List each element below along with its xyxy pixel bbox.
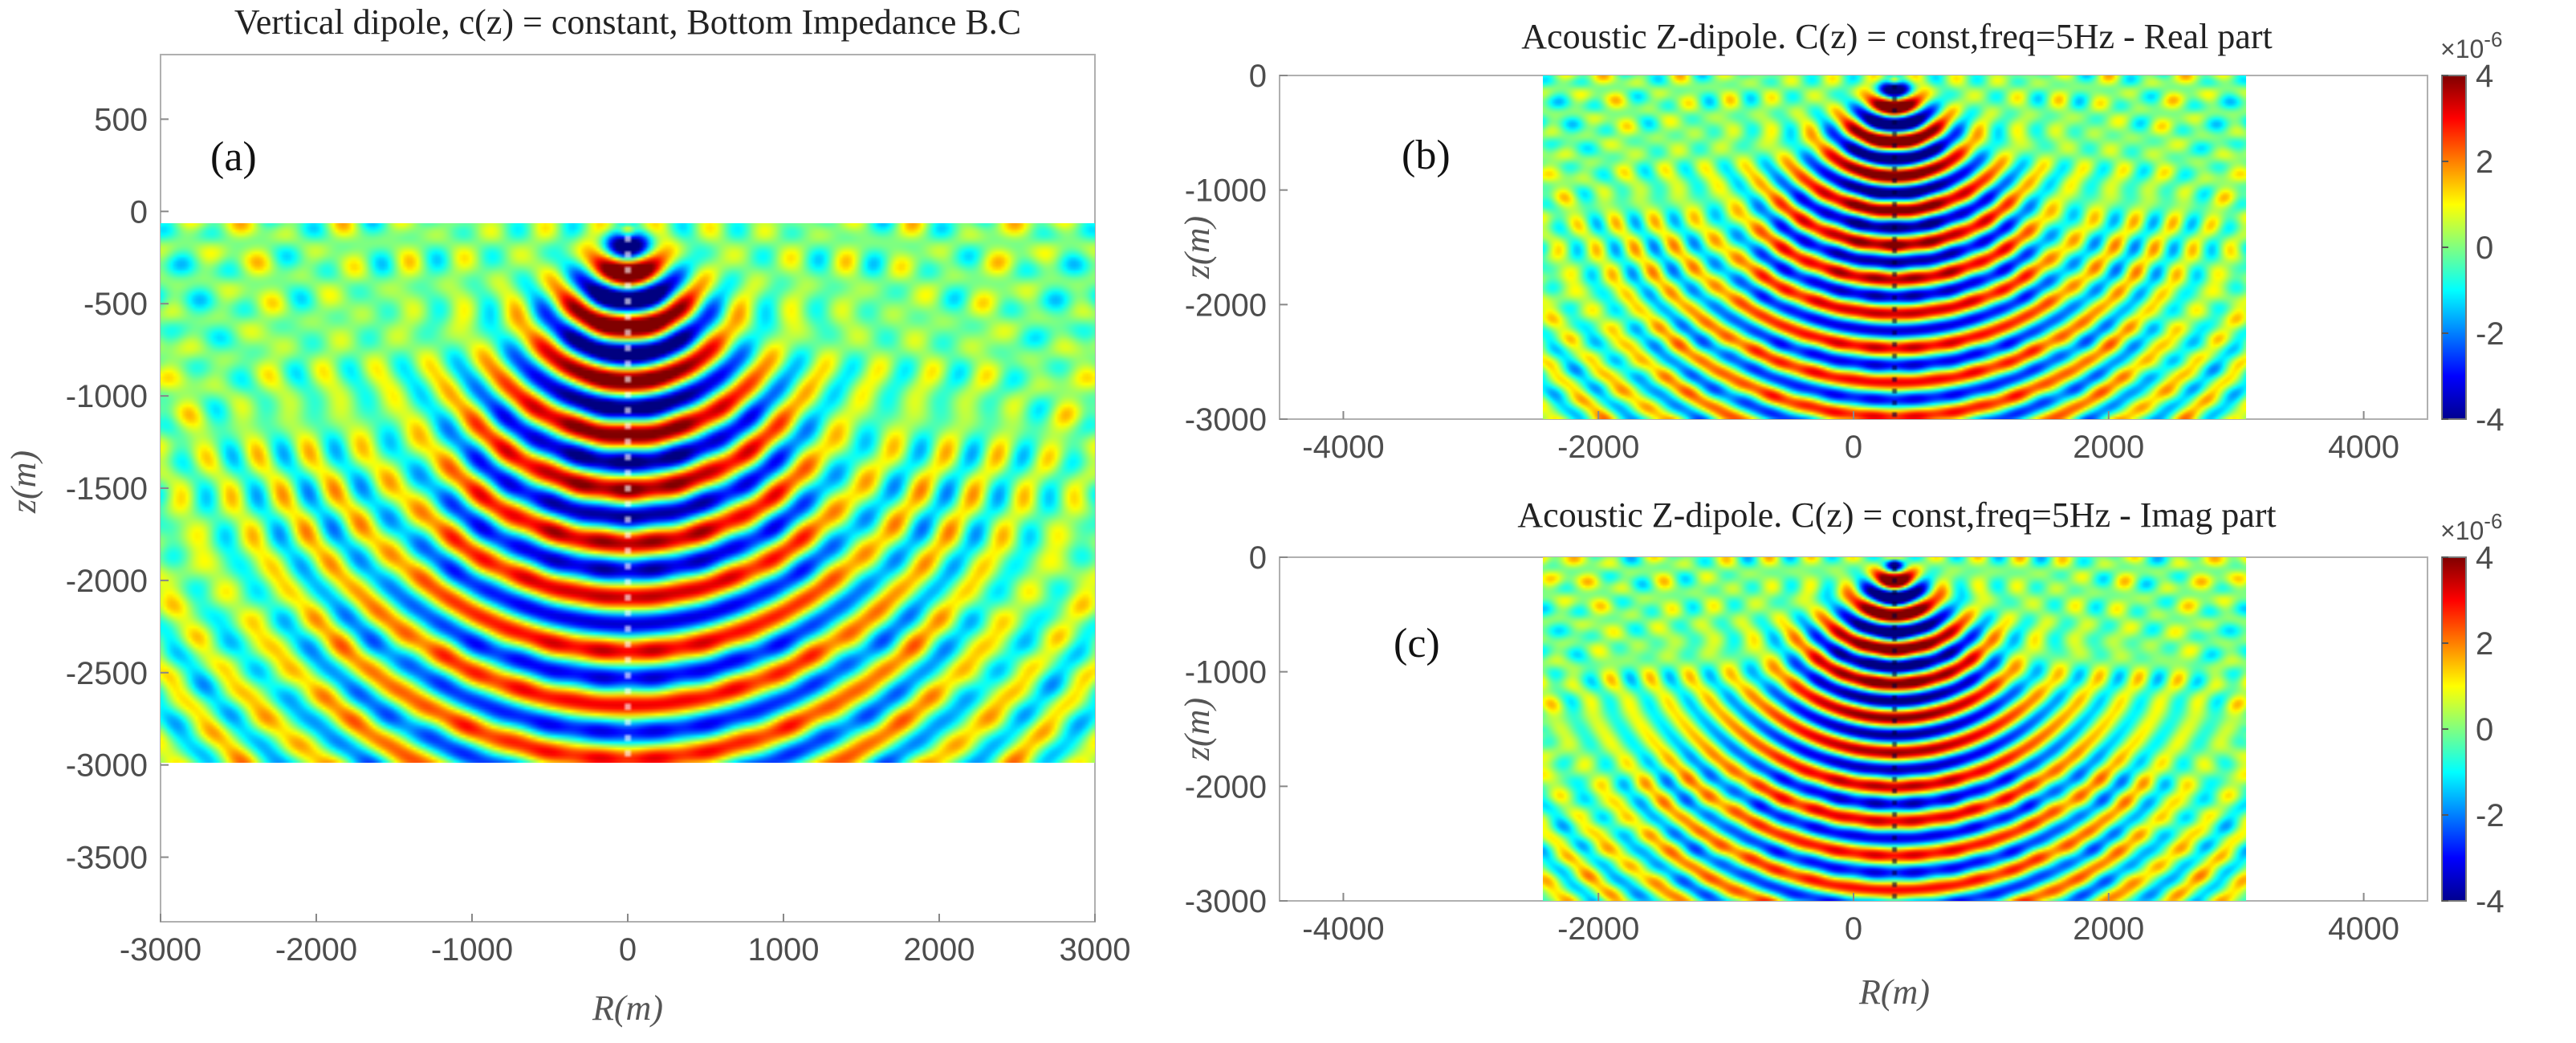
- panel-c-x-ticks: -4000 -2000 0 2000 4000: [1302, 893, 2399, 947]
- panel-c-multiplier-base: ×10: [2440, 516, 2484, 545]
- x-tick-label: 0: [1845, 430, 1862, 465]
- x-tick-label: 1000: [748, 932, 820, 968]
- x-tick-label: -2000: [1557, 430, 1639, 465]
- x-tick-label: -2000: [275, 932, 357, 968]
- y-tick-label: -3000: [66, 748, 148, 784]
- y-tick-label: -1000: [66, 379, 148, 414]
- panel-c-colorbar-multiplier: ×10-6: [2440, 509, 2502, 545]
- panel-a-field-image: [161, 223, 1095, 763]
- panel-b-letter: (b): [1402, 132, 1451, 178]
- panel-b-ylabel: z(m): [1178, 216, 1217, 279]
- colorbar-tick-label: 4: [2476, 540, 2493, 576]
- x-tick-label: -2000: [1557, 911, 1639, 947]
- panel-c-y-ticks: 0 -1000 -2000 -3000: [1185, 540, 1288, 919]
- panel-b-multiplier-base: ×10: [2440, 35, 2484, 63]
- x-tick-label: 2000: [904, 932, 975, 968]
- x-tick-label: -1000: [431, 932, 513, 968]
- colorbar-tick-label: -2: [2476, 798, 2505, 833]
- y-tick-label: -2500: [66, 656, 148, 691]
- y-tick-label: -3000: [1185, 402, 1267, 438]
- y-tick-label: 0: [1249, 540, 1267, 576]
- colorbar-tick-label: -4: [2476, 884, 2505, 919]
- y-tick-label: 0: [1249, 59, 1267, 94]
- y-tick-label: 500: [94, 102, 148, 137]
- colorbar-tick-label: 2: [2476, 145, 2493, 180]
- panel-a-letter: (a): [210, 134, 257, 180]
- y-tick-label: -1000: [1185, 655, 1267, 691]
- panel-c-letter: (c): [1394, 621, 1440, 666]
- x-tick-label: 3000: [1060, 932, 1131, 968]
- panel-a: Vertical dipole, c(z) = constant, Bottom…: [4, 2, 1130, 1028]
- x-tick-label: 0: [619, 932, 637, 968]
- x-tick-label: 4000: [2328, 430, 2399, 465]
- y-tick-label: -500: [83, 287, 148, 322]
- x-tick-label: 4000: [2328, 911, 2399, 947]
- panel-a-x-ticks: -3000 -2000 -1000 0 1000 2000 3000: [120, 914, 1131, 968]
- panel-c-multiplier-exp: -6: [2484, 509, 2502, 533]
- panel-a-title: Vertical dipole, c(z) = constant, Bottom…: [234, 2, 1021, 42]
- y-tick-label: -2000: [1185, 769, 1267, 805]
- panel-b-y-ticks: 0 -1000 -2000 -3000: [1185, 59, 1288, 438]
- panel-b-field-image: [1543, 75, 2246, 419]
- panel-b-colorbar-multiplier: ×10-6: [2440, 27, 2502, 63]
- y-tick-label: -2000: [66, 564, 148, 599]
- panel-b-x-ticks: -4000 -2000 0 2000 4000: [1302, 411, 2399, 465]
- panel-a-xlabel: R(m): [592, 988, 663, 1028]
- y-tick-label: -1000: [1185, 173, 1267, 209]
- colorbar-tick-label: 0: [2476, 230, 2493, 266]
- x-tick-label: 2000: [2073, 430, 2144, 465]
- x-tick-label: -4000: [1302, 430, 1384, 465]
- colorbar-tick-label: 2: [2476, 626, 2493, 662]
- x-tick-label: 0: [1845, 911, 1862, 947]
- panel-c-title: Acoustic Z-dipole. C(z) = const,freq=5Hz…: [1517, 495, 2276, 535]
- colorbar-tick-label: 0: [2476, 712, 2493, 748]
- panel-b-title: Acoustic Z-dipole. C(z) = const,freq=5Hz…: [1521, 17, 2272, 56]
- y-tick-label: -3000: [1185, 884, 1267, 919]
- colorbar-tick-label: 4: [2476, 59, 2493, 94]
- panel-a-y-ticks: 500 0 -500 -1000 -1500 -2000 -2500 -3000 -3500: [66, 102, 169, 876]
- panel-c-xlabel: R(m): [1858, 972, 1930, 1012]
- panel-b: Acoustic Z-dipole. C(z) = const,freq=5Hz…: [1178, 17, 2505, 465]
- colorbar-tick-label: -4: [2476, 402, 2505, 438]
- panel-c-colorbar-ticks: 4 2 0 -2 -4: [2442, 540, 2505, 919]
- panel-b-multiplier-exp: -6: [2484, 27, 2502, 51]
- panel-c-field-image: [1543, 557, 2246, 901]
- panel-b-colorbar-ticks: 4 2 0 -2 -4: [2442, 59, 2505, 438]
- y-tick-label: -2000: [1185, 287, 1267, 323]
- panel-c-ylabel: z(m): [1178, 698, 1217, 761]
- y-tick-label: 0: [130, 194, 148, 230]
- x-tick-label: -3000: [120, 932, 201, 968]
- x-tick-label: 2000: [2073, 911, 2144, 947]
- y-tick-label: -3500: [66, 841, 148, 876]
- x-tick-label: -4000: [1302, 911, 1384, 947]
- panel-a-ylabel: z(m): [4, 450, 43, 514]
- panel-c: Acoustic Z-dipole. C(z) = const,freq=5Hz…: [1178, 495, 2505, 1012]
- y-tick-label: -1500: [66, 471, 148, 507]
- colorbar-tick-label: -2: [2476, 316, 2505, 352]
